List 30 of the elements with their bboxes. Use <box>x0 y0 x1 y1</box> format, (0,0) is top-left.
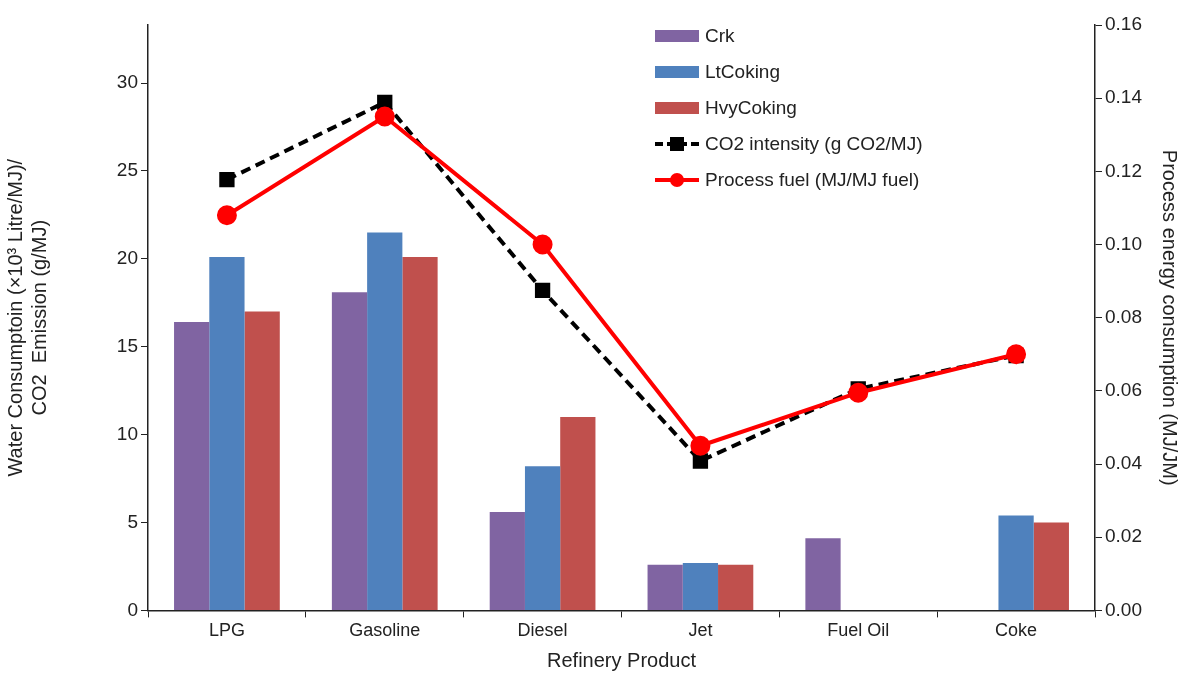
x-tick-label: Diesel <box>517 620 568 641</box>
y2-tick-label: 0.02 <box>1105 525 1142 547</box>
y2-tick-label: 0.12 <box>1105 159 1142 181</box>
y2-tick-label: 0.14 <box>1105 86 1143 108</box>
y-axis-title: Water Consumptoin (×10³ Litre/MJ)/ CO2 Emission (g/MJ) <box>3 158 50 477</box>
y2-tick-label: 0.06 <box>1105 379 1142 401</box>
y2-tick-label: 0.04 <box>1105 452 1143 474</box>
y-tick-label: 15 <box>116 334 138 356</box>
y2-axis-title: Process energy consumption (MJ/JM) <box>1159 149 1182 486</box>
legend-label: HvyCoking <box>705 97 797 119</box>
x-tick-label: Coke <box>995 620 1038 641</box>
legend-label: CO2 intensity (g CO2/MJ) <box>705 133 923 155</box>
x-axis-title: Refinery Product <box>547 648 697 671</box>
y-tick-label: 0 <box>127 598 138 620</box>
x-tick-label: Fuel Oil <box>827 620 890 641</box>
y-tick-label: 5 <box>127 510 138 532</box>
y-tick-label: 10 <box>116 422 138 444</box>
y2-tick-label: 0.10 <box>1105 232 1142 254</box>
x-tick-label: Jet <box>688 620 713 641</box>
legend-label: Crk <box>705 25 735 47</box>
x-tick-label: LPG <box>208 620 245 641</box>
y2-tick-label: 0.08 <box>1105 305 1142 327</box>
x-tick-label: Gasoline <box>349 620 421 641</box>
y-tick-label: 30 <box>116 71 138 93</box>
legend-label: LtCoking <box>705 61 780 83</box>
y-tick-label: 25 <box>116 159 138 181</box>
y2-tick-label: 0.16 <box>1105 13 1142 35</box>
y2-tick-label: 0.00 <box>1105 598 1142 620</box>
legend-label: Process fuel (MJ/MJ fuel) <box>705 169 920 191</box>
y-tick-label: 20 <box>116 247 138 269</box>
